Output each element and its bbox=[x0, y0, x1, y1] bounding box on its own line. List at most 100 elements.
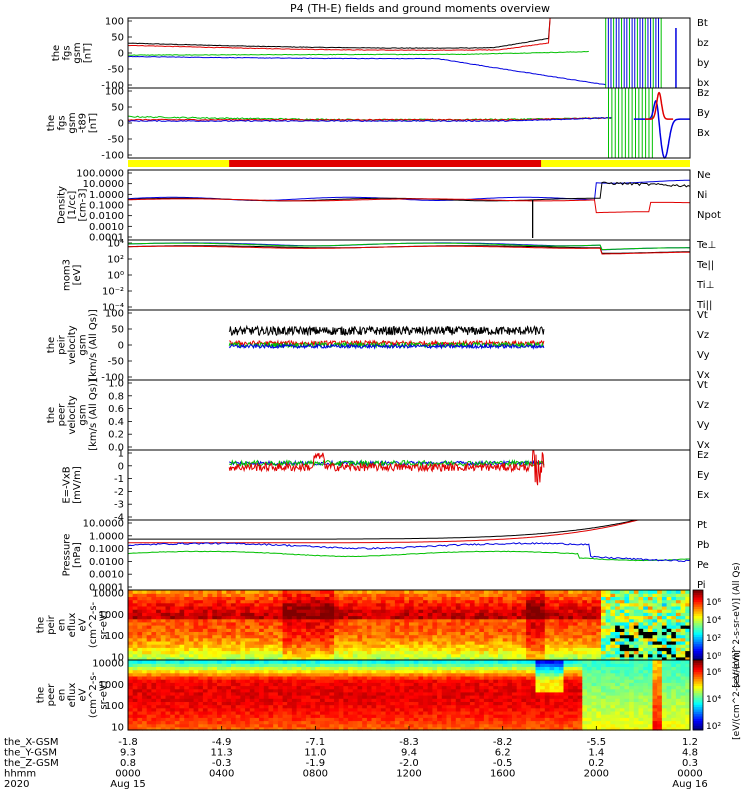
spectrogram-cell bbox=[202, 596, 209, 601]
spectrogram-cell bbox=[193, 631, 199, 636]
spectrogram-cell bbox=[437, 679, 443, 683]
spectrogram-cell bbox=[202, 675, 209, 680]
legend-entry: Vt bbox=[697, 310, 708, 321]
spectrogram-cell bbox=[427, 593, 433, 597]
spectrogram-cell bbox=[657, 590, 663, 594]
spectrogram-cell bbox=[643, 615, 649, 620]
spectrogram-cell bbox=[652, 612, 658, 617]
spectrogram-cell bbox=[619, 599, 626, 604]
spectrogram-cell bbox=[221, 707, 227, 712]
spectrogram-cell bbox=[376, 717, 382, 722]
spectrogram-cell bbox=[217, 698, 223, 702]
spectrogram-cell bbox=[610, 590, 616, 594]
spectrogram-cell bbox=[376, 710, 382, 715]
spectrogram-cell bbox=[643, 602, 649, 607]
spectrogram-cell bbox=[535, 644, 541, 648]
spectrogram-cell bbox=[221, 599, 227, 604]
spectrogram-cell bbox=[301, 726, 307, 731]
spectrogram-cell bbox=[301, 717, 307, 722]
spectrogram-cell bbox=[493, 672, 499, 677]
spectrogram-cell bbox=[231, 644, 237, 648]
spectrogram-cell bbox=[605, 612, 611, 617]
spectrogram-cell bbox=[409, 590, 415, 594]
spectrogram-cell bbox=[413, 602, 419, 607]
spectrogram-cell bbox=[320, 688, 326, 693]
spectrogram-cell bbox=[432, 625, 438, 629]
spectrogram-cell bbox=[249, 593, 256, 597]
spectrogram-cell bbox=[240, 637, 246, 642]
spectrogram-cell bbox=[207, 609, 213, 613]
spectrogram-cell bbox=[362, 675, 368, 680]
spectrogram-cell bbox=[179, 685, 185, 690]
spectrogram-cell bbox=[235, 666, 241, 671]
spectrogram-cell bbox=[535, 691, 541, 696]
spectrogram-cell bbox=[263, 653, 270, 658]
spectrogram-cell bbox=[320, 605, 326, 610]
spectrogram-cell bbox=[291, 726, 298, 731]
spectrogram-cell bbox=[488, 621, 494, 626]
spectrogram-cell bbox=[624, 628, 630, 632]
spectrogram-cell bbox=[568, 688, 574, 693]
spectrogram-cell bbox=[661, 625, 668, 629]
spectrogram-cell bbox=[273, 707, 279, 712]
spectrogram-cell bbox=[320, 615, 326, 620]
spectrogram-cell bbox=[273, 609, 279, 613]
spectrogram-cell bbox=[399, 637, 405, 642]
spectrogram-cell bbox=[160, 720, 167, 725]
spectrogram-cell bbox=[151, 599, 157, 604]
spectrogram-cell bbox=[540, 720, 546, 725]
spectrogram-cell bbox=[245, 698, 251, 702]
spectrogram-cell bbox=[633, 650, 640, 655]
spectrogram-cell bbox=[465, 682, 471, 687]
spectrogram-cell bbox=[549, 682, 555, 687]
spectrogram-cell bbox=[174, 650, 181, 655]
spectrogram-cell bbox=[202, 666, 209, 671]
spectrogram-cell bbox=[132, 688, 138, 693]
spectrogram-cell bbox=[160, 621, 167, 626]
spectrogram-cell bbox=[437, 726, 443, 731]
spectrogram-cell bbox=[301, 672, 307, 677]
spectrogram-cell bbox=[343, 707, 349, 712]
spectrogram-cell bbox=[526, 701, 532, 706]
spectrogram-cell bbox=[418, 698, 424, 702]
spectrogram-cell bbox=[675, 618, 682, 623]
spectrogram-cell bbox=[310, 685, 316, 690]
spectrogram-cell bbox=[465, 618, 471, 623]
spectrogram-cell bbox=[151, 650, 157, 655]
spectrogram-cell bbox=[399, 720, 405, 725]
spectrogram-cell bbox=[521, 599, 527, 604]
spectrogram-cell bbox=[366, 599, 373, 604]
spectrogram-cell bbox=[221, 615, 227, 620]
spectrogram-cell bbox=[132, 710, 138, 715]
spectrogram-cell bbox=[226, 679, 232, 683]
spectrogram-cell bbox=[446, 647, 452, 652]
spectrogram-cell bbox=[376, 726, 382, 731]
spectrogram-cell bbox=[479, 675, 485, 680]
spectrogram-cell bbox=[596, 656, 602, 661]
spectrogram-cell bbox=[568, 644, 574, 648]
spectrogram-cell bbox=[142, 615, 148, 620]
spectrogram-cell bbox=[479, 605, 485, 610]
spectrogram-cell bbox=[329, 672, 335, 677]
spectrogram-cell bbox=[582, 631, 588, 636]
spectrogram-cell bbox=[240, 714, 246, 718]
spectrogram-cell bbox=[338, 634, 345, 639]
spectrogram-cell bbox=[188, 640, 195, 645]
spectrogram-cell bbox=[287, 625, 293, 629]
spectrogram-cell bbox=[362, 679, 368, 683]
spectrogram-cell bbox=[685, 628, 691, 632]
spectrogram-cell bbox=[512, 660, 518, 664]
spectrogram-cell bbox=[212, 647, 218, 652]
spectrogram-cell bbox=[474, 685, 480, 690]
spectrogram-cell bbox=[385, 631, 391, 636]
spectrogram-cell bbox=[385, 647, 391, 652]
spectrogram-cell bbox=[685, 615, 691, 620]
spectrogram-cell bbox=[128, 669, 134, 674]
spectrogram-cell bbox=[221, 669, 227, 674]
spectrogram-cell bbox=[409, 720, 415, 725]
spectrogram-cell bbox=[409, 707, 415, 712]
spectrogram-cell bbox=[329, 701, 335, 706]
spectrogram-cell bbox=[245, 710, 251, 715]
spectrogram-cell bbox=[376, 647, 382, 652]
